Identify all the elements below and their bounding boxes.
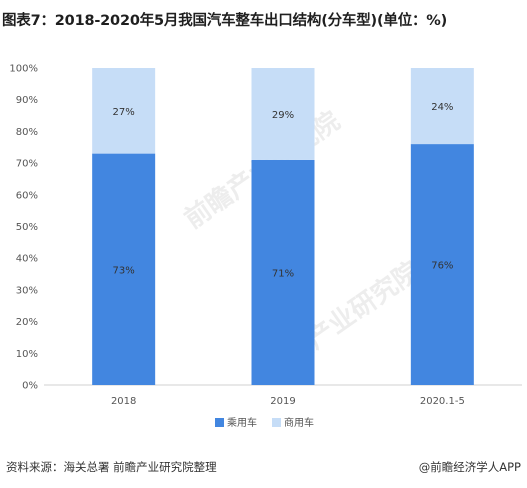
- y-tick-label: 100%: [9, 64, 38, 75]
- bar-passenger: [410, 144, 474, 385]
- y-tick-label: 10%: [16, 349, 38, 360]
- data-label: 24%: [431, 102, 453, 113]
- y-tick-label: 30%: [16, 285, 38, 296]
- data-label: 71%: [272, 268, 294, 279]
- data-label: 29%: [272, 110, 294, 121]
- chart-svg: 0% 10% 20% 30% 40% 50% 60% 70% 80% 90% 100% 73% 27% 2…: [9, 64, 522, 429]
- footer: 资料来源：海关总署 前瞻产业研究院整理 @前瞻经济学人APP: [0, 459, 527, 477]
- y-tick-label: 0%: [22, 381, 38, 392]
- y-tick-label: 60%: [16, 190, 38, 201]
- y-tick-label: 40%: [16, 254, 38, 265]
- x-tick-label: 2019: [270, 396, 295, 407]
- data-label: 76%: [431, 261, 453, 272]
- legend-swatch: [272, 418, 281, 427]
- y-tick-label: 90%: [16, 95, 38, 106]
- chart-title: 图表7：2018-2020年5月我国汽车整车出口结构(分车型)(单位：%): [2, 13, 448, 29]
- bar-commercial: [92, 68, 156, 154]
- y-tick-label: 20%: [16, 317, 38, 328]
- y-tick-label: 80%: [16, 127, 38, 138]
- legend-label: 乘用车: [227, 416, 257, 429]
- bar-commercial: [410, 68, 474, 145]
- legend-swatch: [215, 418, 224, 427]
- x-tick-label: 2020.1-5: [420, 396, 465, 407]
- y-tick-label: 50%: [16, 222, 38, 233]
- bar-passenger: [92, 153, 156, 385]
- bar-commercial: [251, 68, 315, 160]
- x-tick-label: 2018: [111, 396, 136, 407]
- legend-label: 商用车: [284, 416, 314, 429]
- bar-passenger: [251, 159, 315, 385]
- y-tick-label: 70%: [16, 159, 38, 170]
- data-label: 73%: [113, 265, 135, 276]
- data-label: 27%: [113, 107, 135, 118]
- brand-note: @前瞻经济学人APP: [418, 460, 521, 474]
- chart: 0% 10% 20% 30% 40% 50% 60% 70% 80% 90% 100% 73% 27% 2…: [0, 40, 527, 440]
- source-note: 资料来源：海关总署 前瞻产业研究院整理: [6, 460, 217, 474]
